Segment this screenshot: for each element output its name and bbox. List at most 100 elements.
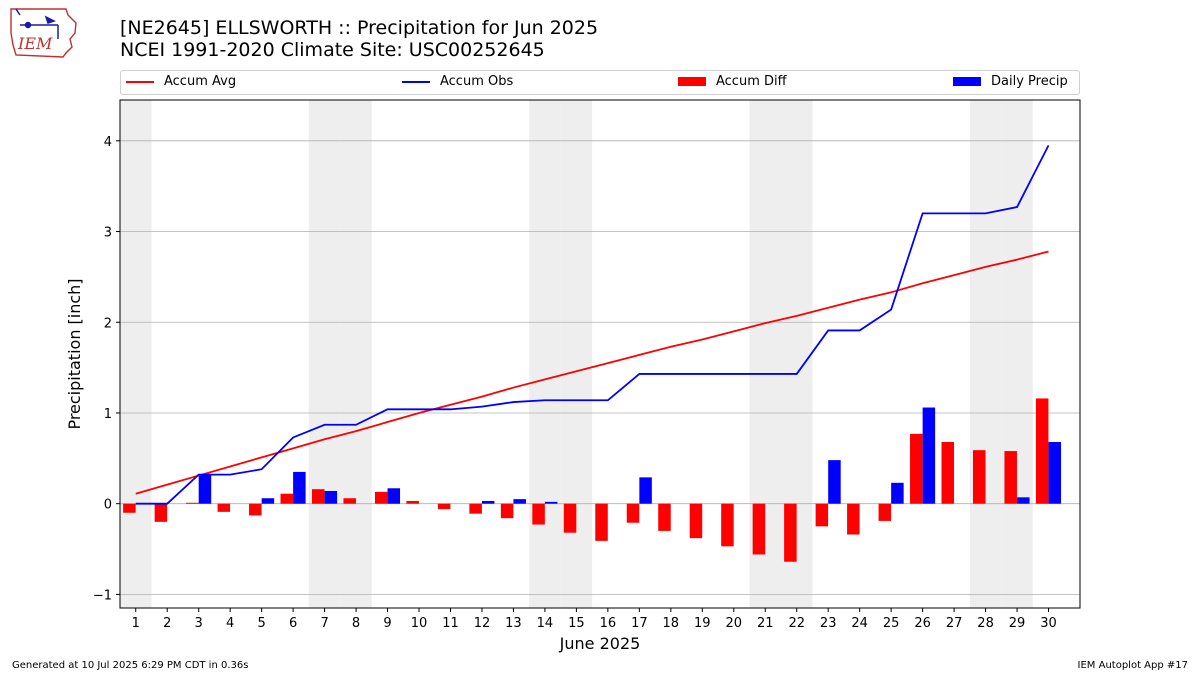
diff-bar xyxy=(689,503,703,539)
x-tick-label: 28 xyxy=(977,616,994,631)
accum-obs-line xyxy=(135,144,1050,505)
chart-title: [NE2645] ELLSWORTH :: Precipitation for … xyxy=(120,17,599,39)
x-tick-label: 10 xyxy=(411,616,428,631)
weekend-band xyxy=(529,100,561,608)
x-tick-label: 25 xyxy=(883,616,900,631)
x-tick-label: 2 xyxy=(163,616,171,631)
x-tick-label: 23 xyxy=(820,616,837,631)
weekend-band xyxy=(340,100,372,608)
y-axis-label: Precipitation [inch] xyxy=(65,278,84,429)
x-tick-label: 21 xyxy=(757,616,774,631)
legend-swatch-accum-obs xyxy=(402,80,430,83)
diff-bar xyxy=(815,503,829,527)
x-tick-label: 6 xyxy=(289,616,297,631)
diff-bar xyxy=(595,503,608,541)
legend-swatch-daily-precip xyxy=(953,77,981,86)
chart-subtitle: NCEI 1991-2020 Climate Site: USC00252645 xyxy=(120,39,545,61)
x-tick-label: 27 xyxy=(946,616,963,631)
weekend-band xyxy=(969,100,1002,608)
x-tick-label: 5 xyxy=(257,616,265,631)
x-tick-label: 8 xyxy=(352,616,360,631)
x-tick-label: 16 xyxy=(600,616,617,631)
diff-bar xyxy=(186,502,199,504)
x-tick-label: 3 xyxy=(195,616,203,631)
accum-avg-line xyxy=(135,250,1049,495)
x-tick-label: 14 xyxy=(537,616,554,631)
diff-bar xyxy=(847,503,860,535)
x-tick-label: 22 xyxy=(788,616,805,631)
diff-bar xyxy=(878,503,892,521)
daily-precip-bar xyxy=(293,471,306,504)
legend-label-accum-diff: Accum Diff xyxy=(716,74,787,89)
x-tick-label: 24 xyxy=(851,616,868,631)
diff-bar xyxy=(658,503,671,531)
weekend-band xyxy=(120,100,152,608)
daily-precip-bar xyxy=(261,498,275,504)
diff-bar xyxy=(249,503,262,516)
legend-swatch-accum-avg xyxy=(126,80,154,83)
x-tick-label: 29 xyxy=(1009,616,1026,631)
x-tick-label: 9 xyxy=(383,616,391,631)
diff-bar xyxy=(941,441,955,504)
legend-item-accum-diff: Accum Diff xyxy=(678,74,787,89)
daily-precip-bar xyxy=(828,460,841,504)
chart-legend: Accum Avg Accum Obs Accum Diff Daily Pre… xyxy=(120,70,1080,95)
legend-label-accum-avg: Accum Avg xyxy=(164,74,237,89)
diff-bar xyxy=(343,498,356,504)
diff-bar xyxy=(217,503,231,512)
x-tick-label: 1 xyxy=(132,616,140,631)
diff-bar xyxy=(1035,398,1049,504)
x-tick-label: 11 xyxy=(442,616,459,631)
plot-frame xyxy=(119,99,1081,609)
diff-bar xyxy=(532,503,545,525)
x-tick-label: 12 xyxy=(474,616,491,631)
y-tick-label: 3 xyxy=(104,226,112,241)
legend-item-daily-precip: Daily Precip xyxy=(953,74,1068,89)
diff-bar xyxy=(784,503,797,562)
x-tick-label: 26 xyxy=(914,616,931,631)
diff-bar xyxy=(406,500,419,504)
diff-bar xyxy=(500,503,514,519)
daily-precip-bar xyxy=(1048,441,1062,504)
diff-bar xyxy=(280,493,294,504)
weather-instruments-icon xyxy=(15,8,59,39)
x-tick-label: 13 xyxy=(505,616,522,631)
y-tick-label: 4 xyxy=(104,135,112,150)
x-axis-label: June 2025 xyxy=(559,634,641,653)
iowa-outline-icon xyxy=(10,8,77,58)
diff-bar xyxy=(469,503,482,514)
footer-generated-text: Generated at 10 Jul 2025 6:29 PM CDT in … xyxy=(12,660,249,671)
daily-precip-bar xyxy=(198,474,212,504)
x-tick-label: 17 xyxy=(631,616,648,631)
x-tick-label: 30 xyxy=(1040,616,1057,631)
daily-precip-bar xyxy=(922,407,936,504)
diff-bar xyxy=(154,503,168,522)
daily-precip-bar xyxy=(891,482,904,504)
x-tick-label: 18 xyxy=(663,616,680,631)
iem-logo: IEM xyxy=(10,8,77,58)
legend-label-accum-obs: Accum Obs xyxy=(440,74,514,89)
diff-bar xyxy=(752,503,766,555)
x-tick-label: 15 xyxy=(568,616,585,631)
daily-precip-bar xyxy=(639,477,652,504)
x-tick-label: 19 xyxy=(694,616,711,631)
daily-precip-bar xyxy=(324,490,338,504)
daily-precip-bar xyxy=(481,500,495,504)
diff-bar xyxy=(312,489,325,504)
diff-bar xyxy=(972,450,986,504)
y-tick-label: 2 xyxy=(104,316,112,331)
daily-precip-bar xyxy=(513,499,526,504)
diff-bar xyxy=(374,491,388,504)
weekend-band xyxy=(1001,100,1033,608)
daily-precip-bar xyxy=(544,501,558,504)
y-tick-label: −1 xyxy=(93,588,112,603)
daily-precip-bar xyxy=(1017,497,1030,504)
legend-item-accum-avg: Accum Avg xyxy=(126,74,236,89)
diff-bar xyxy=(123,503,136,513)
weekend-band xyxy=(560,100,593,608)
legend-swatch-accum-diff xyxy=(678,77,706,86)
diff-bar xyxy=(563,503,577,533)
legend-item-accum-obs: Accum Obs xyxy=(402,74,513,89)
weekend-band xyxy=(749,100,781,608)
